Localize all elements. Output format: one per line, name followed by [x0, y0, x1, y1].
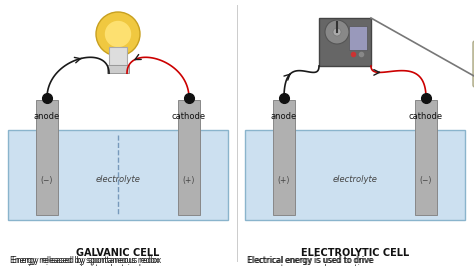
Text: (−): (−): [420, 176, 432, 185]
Text: Energy released by spontaneous redox: Energy released by spontaneous redox: [10, 256, 159, 265]
Bar: [245, 130, 465, 220]
Text: ELECTROLYTIC CELL: ELECTROLYTIC CELL: [301, 248, 409, 258]
Bar: [319, 18, 371, 66]
FancyBboxPatch shape: [473, 41, 474, 87]
Text: cathode: cathode: [409, 112, 443, 121]
Text: Energy released by spontaneous redox: Energy released by spontaneous redox: [12, 256, 161, 265]
Bar: [349, 26, 367, 50]
Circle shape: [325, 20, 349, 44]
Text: Electrical energy is used to drive: Electrical energy is used to drive: [247, 256, 373, 265]
Bar: [36, 100, 58, 215]
Text: Electrical energy is used to drive: Electrical energy is used to drive: [248, 256, 374, 265]
Circle shape: [333, 28, 341, 36]
Text: GALVANIC CELL: GALVANIC CELL: [76, 248, 160, 258]
Text: electrolyte: electrolyte: [96, 176, 140, 185]
Text: anode: anode: [271, 112, 297, 121]
Text: (+): (+): [183, 176, 195, 185]
Text: nonspontaneous redox reaction.: nonspontaneous redox reaction.: [248, 264, 372, 266]
Bar: [8, 130, 228, 220]
Bar: [415, 100, 437, 215]
Text: (−): (−): [41, 176, 53, 185]
Text: reaction is converted to electrical energy.: reaction is converted to electrical ener…: [12, 264, 171, 266]
Text: anode: anode: [34, 112, 60, 121]
Bar: [178, 100, 200, 215]
Text: (+): (+): [278, 176, 290, 185]
Circle shape: [105, 21, 131, 47]
Bar: [273, 100, 295, 215]
Text: electrolyte: electrolyte: [333, 176, 377, 185]
Text: cathode: cathode: [172, 112, 206, 121]
Bar: [107, 65, 129, 73]
Bar: [109, 47, 127, 65]
Circle shape: [96, 12, 140, 56]
